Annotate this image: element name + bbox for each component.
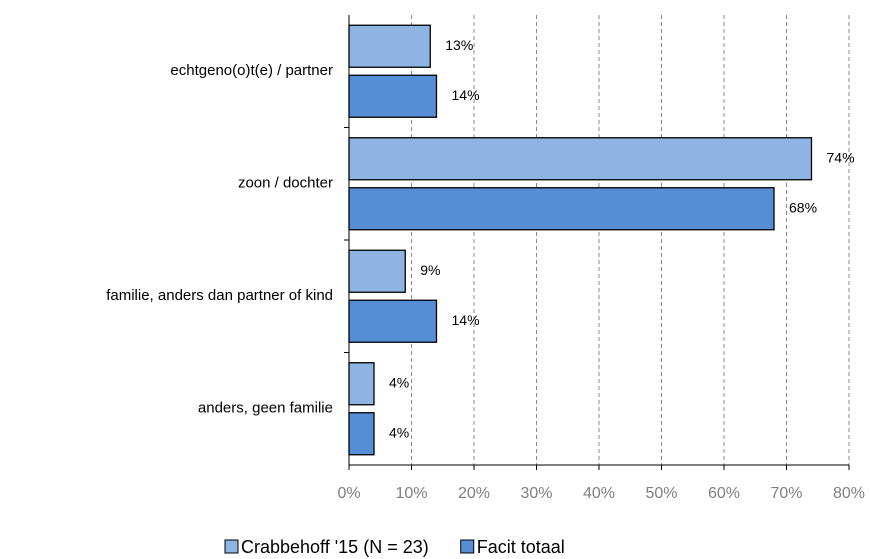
x-tick-label: 50%: [645, 485, 677, 502]
y-tick-label: familie, anders dan partner of kind: [106, 287, 333, 304]
x-tick-label: 20%: [458, 485, 490, 502]
bar: [348, 137, 813, 181]
legend-swatch: [224, 539, 239, 554]
x-tick-label: 60%: [708, 485, 740, 502]
x-tick-label: 40%: [583, 485, 615, 502]
data-label: 13%: [445, 37, 473, 53]
data-label: 14%: [452, 312, 480, 328]
bar: [348, 249, 406, 293]
y-tick-label: anders, geen familie: [198, 400, 333, 417]
x-tick-label: 70%: [770, 485, 802, 502]
data-label: 4%: [389, 424, 409, 440]
x-tick-label: 30%: [520, 485, 552, 502]
legend-label: Facit totaal: [477, 537, 565, 557]
bar: [348, 74, 438, 118]
data-label: 9%: [420, 262, 440, 278]
y-tick-label: echtgeno(o)t(e) / partner: [170, 62, 333, 79]
data-label: 68%: [789, 199, 817, 215]
data-label: 4%: [389, 374, 409, 390]
bar: [348, 362, 375, 406]
x-tick-label: 0%: [337, 485, 360, 502]
x-tick-label: 80%: [833, 485, 865, 502]
bar: [348, 187, 775, 231]
data-label: 74%: [827, 149, 855, 165]
bar: [348, 412, 375, 456]
legend-swatch: [460, 539, 475, 554]
bar: [348, 299, 438, 343]
data-label: 14%: [452, 87, 480, 103]
x-tick-label: 10%: [395, 485, 427, 502]
legend-label: Crabbehoff '15 (N = 23): [241, 537, 429, 557]
bar: [348, 24, 431, 68]
y-tick-label: zoon / dochter: [238, 175, 333, 192]
